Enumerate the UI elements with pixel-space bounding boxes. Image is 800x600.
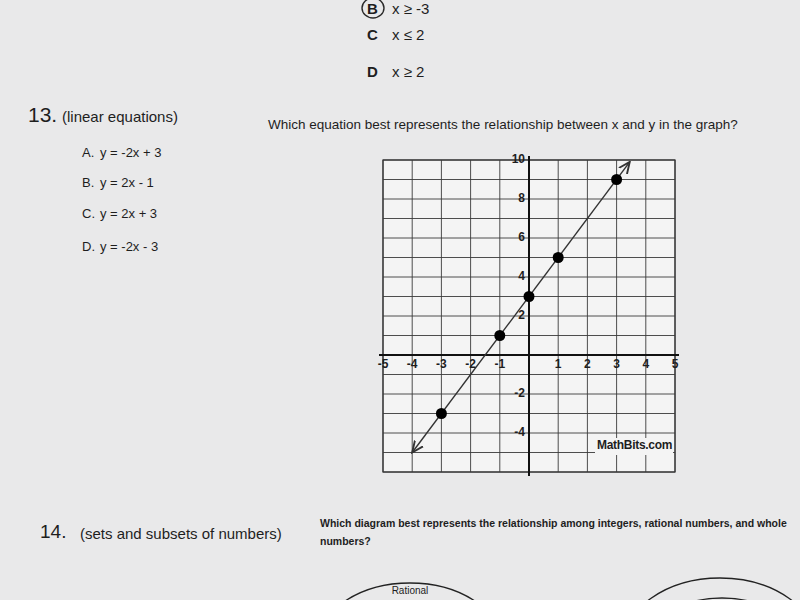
choice-text: y = -2x - 3 — [100, 239, 158, 254]
question-number: 14. — [40, 521, 66, 543]
annotation-box — [595, 438, 673, 455]
point — [611, 174, 622, 185]
question-topic: (linear equations) — [62, 108, 178, 125]
choice-letter: D. — [82, 239, 95, 254]
tick-label: 8 — [503, 191, 525, 205]
tick-label: -2 — [503, 386, 525, 400]
circle-mark — [362, 0, 384, 18]
choice-text: x ≥ 2 — [392, 63, 424, 80]
question-prompt: Which equation best represents the relat… — [268, 117, 738, 132]
question-prompt: Which diagram best represents the relati… — [320, 514, 790, 550]
tick-label: 3 — [607, 357, 627, 371]
choice-letter: C. — [82, 206, 95, 221]
tick-label: -4 — [402, 357, 422, 371]
line — [412, 162, 630, 453]
y-axis — [528, 156, 530, 476]
choice-text: y = 2x + 3 — [100, 206, 157, 221]
choice-text: x ≥ -3 — [392, 0, 429, 17]
annotation: MathBits.com — [597, 438, 672, 452]
choice-letter: A. — [82, 145, 94, 160]
choice-text: x ≤ 2 — [392, 26, 424, 43]
choice-letter: C — [367, 26, 378, 43]
question-topic: (sets and subsets of numbers) — [80, 525, 282, 542]
question-number: 13. — [28, 103, 57, 127]
venn-ellipse — [640, 598, 800, 600]
tick-label: 2 — [577, 357, 597, 371]
choice-letter: B. — [82, 175, 94, 190]
tick-label: -2 — [461, 357, 481, 371]
tick-label: -1 — [490, 357, 510, 371]
tick-label: 6 — [503, 230, 525, 244]
tick-label: 4 — [636, 357, 656, 371]
choice-letter: B — [367, 0, 378, 17]
tick-label: 2 — [503, 308, 525, 322]
tick-label: 4 — [503, 269, 525, 283]
point — [436, 408, 447, 419]
tick-label: -3 — [431, 357, 451, 371]
point — [494, 330, 505, 341]
tick-label: 10 — [503, 152, 525, 166]
tick-label: 5 — [665, 357, 685, 371]
choice-text: y = 2x - 1 — [100, 175, 154, 190]
venn-ellipse — [622, 578, 800, 600]
choice-letter: D — [367, 63, 378, 80]
diagram-label: Rational — [380, 585, 440, 596]
tick-label: -5 — [373, 357, 393, 371]
tick-label: 1 — [548, 357, 568, 371]
venn-ellipse — [318, 583, 502, 600]
point — [524, 291, 535, 302]
plot-data — [412, 162, 630, 453]
point — [553, 252, 564, 263]
tick-label: -4 — [503, 425, 525, 439]
page-graphics — [0, 0, 800, 600]
choice-text: y = -2x + 3 — [100, 145, 161, 160]
